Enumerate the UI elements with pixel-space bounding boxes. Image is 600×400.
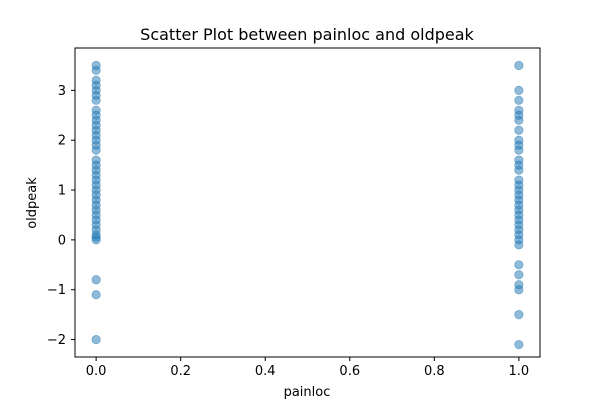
plot-frame (74, 47, 541, 358)
data-point (514, 339, 524, 350)
x-tick-label: 0.6 (339, 364, 360, 379)
y-tick-label: 0 (58, 233, 66, 248)
data-point (514, 165, 524, 175)
data-point (91, 95, 101, 105)
data-point (91, 290, 101, 300)
data-point (91, 334, 101, 345)
data-point (514, 260, 524, 270)
data-point (514, 60, 524, 71)
data-point (514, 240, 524, 250)
data-point (91, 145, 101, 155)
x-tick-label: 1.0 (509, 364, 530, 379)
data-point (91, 65, 101, 76)
data-point (514, 115, 524, 125)
x-tick-label: 0.2 (170, 364, 191, 379)
data-point (514, 285, 524, 295)
data-point (514, 125, 524, 135)
y-tick-label: 2 (58, 134, 66, 149)
data-point (91, 235, 101, 245)
y-tick-label: −1 (47, 283, 66, 298)
scatter-points (91, 60, 524, 350)
x-tick-label: 0.8 (424, 364, 445, 379)
x-tick-label: 0.0 (86, 364, 107, 379)
x-tick-label: 0.4 (255, 364, 276, 379)
chart-title: Scatter Plot between painloc and oldpeak (140, 25, 474, 44)
y-axis-label: oldpeak (25, 177, 40, 229)
x-axis-ticks: 0.0 0.2 0.4 0.6 0.8 1.0 (86, 357, 529, 379)
data-point (91, 275, 101, 285)
data-point (514, 310, 524, 320)
data-point (514, 145, 524, 155)
y-axis-ticks: −2 −1 0 1 2 3 (47, 84, 75, 348)
y-tick-label: −2 (47, 333, 66, 348)
y-tick-label: 3 (58, 84, 66, 99)
data-point (514, 85, 524, 95)
y-tick-label: 1 (58, 184, 66, 199)
data-point (514, 95, 524, 105)
x-axis-label: painloc (284, 385, 331, 400)
data-point (514, 270, 524, 280)
